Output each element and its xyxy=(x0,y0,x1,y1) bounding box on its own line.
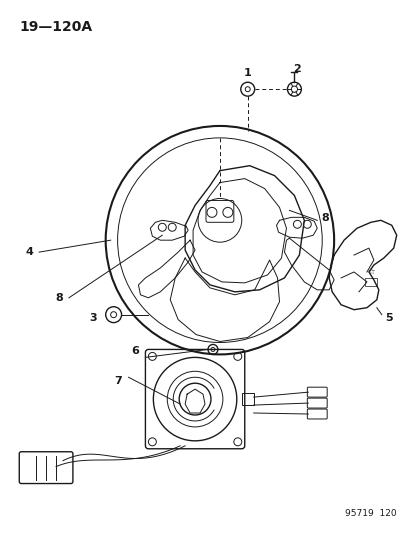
Text: 7: 7 xyxy=(114,376,122,386)
Text: 5: 5 xyxy=(384,313,392,322)
Text: 2: 2 xyxy=(293,64,301,74)
Text: 8: 8 xyxy=(320,213,328,223)
Text: 8: 8 xyxy=(55,293,63,303)
Text: ☆: ☆ xyxy=(366,268,374,277)
Text: 3: 3 xyxy=(89,313,96,322)
Text: 6: 6 xyxy=(131,346,139,357)
Text: 19—120A: 19—120A xyxy=(19,20,92,34)
Text: 95719  120: 95719 120 xyxy=(344,510,396,518)
Text: 1: 1 xyxy=(243,68,251,78)
Text: 4: 4 xyxy=(25,247,33,257)
